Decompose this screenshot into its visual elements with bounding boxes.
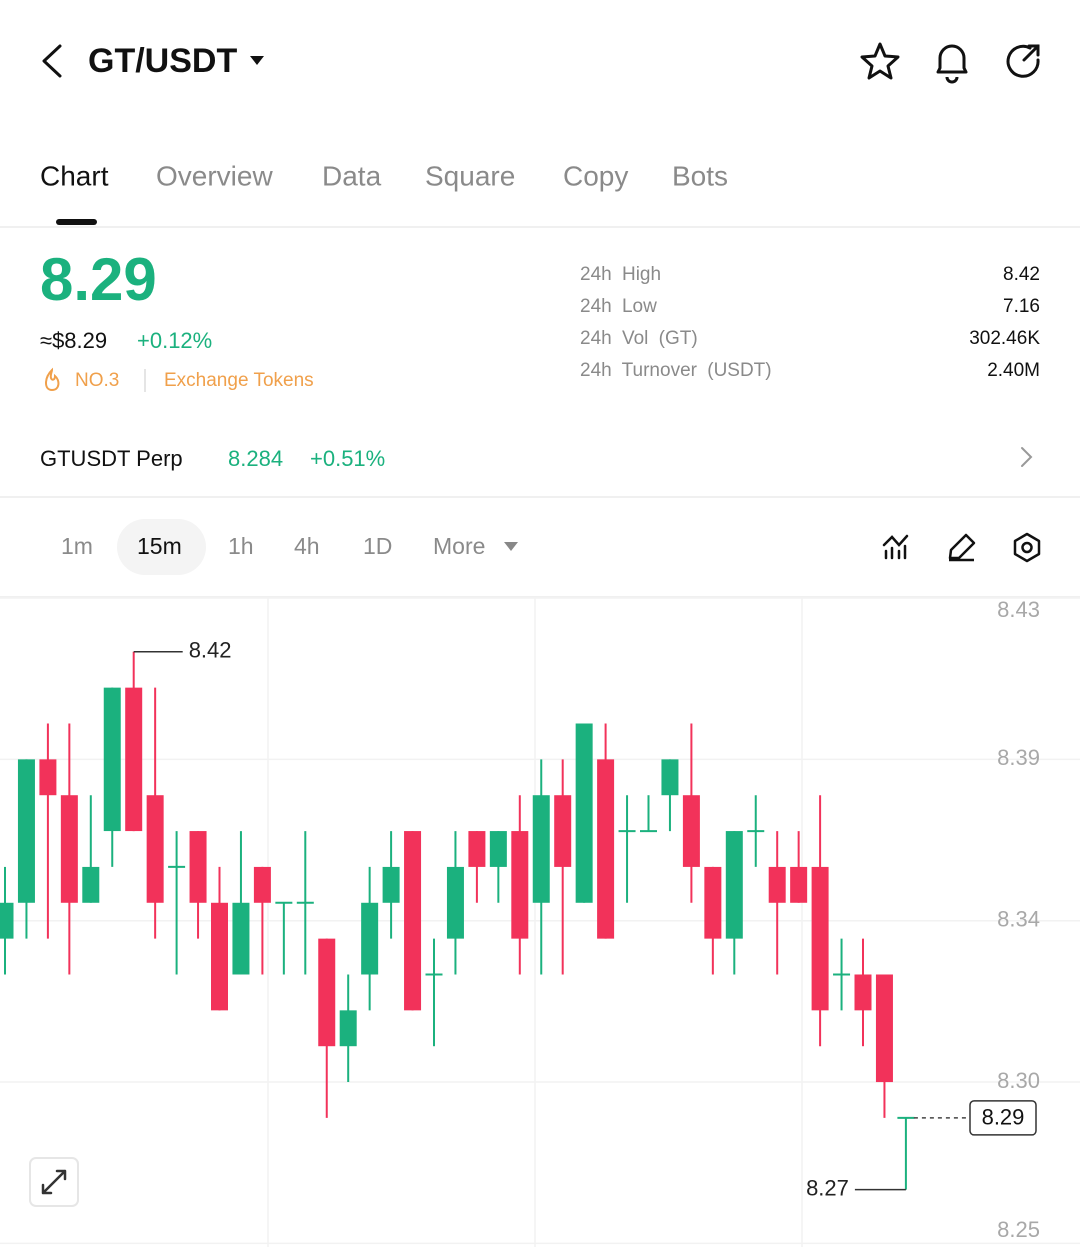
candle-body (211, 902, 228, 1011)
indicator-icon[interactable] (882, 534, 909, 560)
interval[interactable]: More (433, 533, 485, 559)
y-tick-label: 8.25 (997, 1217, 1040, 1242)
interval[interactable]: 1m (61, 533, 93, 559)
candle-body (704, 866, 722, 939)
last-price-label: 8.29 (982, 1105, 1025, 1130)
candle-body (232, 902, 250, 975)
candle-body (489, 831, 507, 867)
candle-body (0, 902, 14, 939)
candle-body (318, 938, 336, 1047)
candle-body (39, 759, 57, 796)
candles (0, 651, 915, 1190)
candle-body (511, 831, 529, 939)
stat-value: 302.46K (969, 328, 1040, 349)
stat-label: 24h Turnover (USDT) (580, 360, 772, 381)
rank: NO.3 (75, 370, 119, 391)
candle-body (532, 795, 550, 903)
candle-body (682, 795, 700, 867)
candle-body (339, 1010, 357, 1047)
candle-body (597, 759, 615, 939)
settings-icon-center (1021, 541, 1033, 554)
tab[interactable]: Copy (563, 160, 628, 191)
candle-body (575, 723, 593, 903)
interval-selected-bg (117, 519, 206, 575)
candle-body (125, 687, 143, 832)
tab[interactable]: Chart (40, 160, 109, 191)
perp-price: 8.284 (228, 446, 283, 471)
y-tick-label: 8.43 (997, 597, 1040, 622)
candle-body (382, 866, 400, 903)
candle-body (82, 866, 100, 903)
candle-body (875, 974, 893, 1083)
share-arrow (1022, 44, 1040, 62)
candle-body (725, 831, 743, 939)
back-icon[interactable] (42, 44, 62, 78)
tab-bar: Chart Overview Data Square Copy Bots (40, 160, 728, 191)
category[interactable]: Exchange Tokens (164, 370, 314, 391)
stat-value: 2.40M (987, 360, 1040, 381)
stat-value: 8.42 (1003, 264, 1040, 285)
interval[interactable]: 4h (294, 533, 320, 559)
candle-body (468, 831, 486, 867)
candle-body (554, 795, 572, 867)
share-icon[interactable] (1006, 44, 1040, 78)
stat-value: 7.16 (1003, 296, 1040, 317)
alert-icon[interactable] (936, 44, 968, 84)
last-price-box (969, 1100, 1037, 1136)
price-change: +0.12% (137, 328, 212, 353)
interval[interactable]: 1h (228, 533, 254, 559)
candle-body (446, 866, 464, 939)
candle-body (854, 974, 872, 1011)
last-price: 8.29 (40, 246, 157, 313)
pair-title[interactable]: GT/USDT (88, 42, 237, 80)
stat-label: 24h High (580, 264, 661, 285)
candle-body (189, 831, 207, 903)
candle-body (361, 902, 379, 975)
candle-body (790, 866, 808, 903)
candle-body (17, 759, 35, 903)
interval-bar: 1m 15m 1h 4h 1D More (61, 533, 485, 559)
annotations: 8.42 8.27 8.29 (133, 638, 1037, 1200)
tab[interactable]: Data (322, 160, 382, 191)
candle-body (811, 866, 829, 1011)
y-tick-label: 8.30 (997, 1068, 1040, 1093)
pair-caret[interactable] (250, 56, 264, 65)
stat-label: 24h Low (580, 296, 657, 317)
interval[interactable]: 1D (363, 533, 392, 559)
candle-body (404, 831, 422, 1011)
more-caret[interactable] (504, 542, 518, 551)
stat-label: 24h Vol (GT) (580, 328, 698, 349)
candle-body (60, 795, 78, 903)
fullscreen-icon (41, 1169, 67, 1195)
low-label: 8.27 (806, 1175, 849, 1200)
draw-icon[interactable] (948, 533, 976, 562)
rank-icon (45, 367, 60, 392)
tab-indicator (56, 219, 97, 225)
candle-body (146, 795, 164, 903)
perp-chevron[interactable] (1021, 447, 1033, 467)
y-tick-label: 8.34 (997, 907, 1040, 932)
tab[interactable]: Square (425, 160, 515, 191)
stats: 24h High 8.42 24h Low 7.16 24h Vol (GT) 302.4… (580, 264, 1040, 381)
candle-body (103, 687, 121, 832)
y-axis: 8.43 8.39 8.34 8.30 8.25 (997, 597, 1040, 1242)
candle-body (768, 866, 786, 903)
settings-icon[interactable] (1013, 532, 1041, 563)
y-tick-label: 8.39 (997, 745, 1040, 770)
perp-name[interactable]: GTUSDT Perp (40, 446, 183, 471)
high-label: 8.42 (189, 638, 232, 663)
tab[interactable]: Bots (672, 160, 728, 191)
grid (0, 597, 1080, 1245)
usd-price: ≈$8.29 (40, 328, 107, 353)
candle-body (253, 866, 271, 903)
perp-change: +0.51% (310, 446, 385, 471)
interval[interactable]: 15m (137, 533, 182, 559)
candle-body (661, 759, 679, 796)
favorite-icon[interactable] (860, 42, 900, 80)
tab[interactable]: Overview (156, 160, 273, 191)
